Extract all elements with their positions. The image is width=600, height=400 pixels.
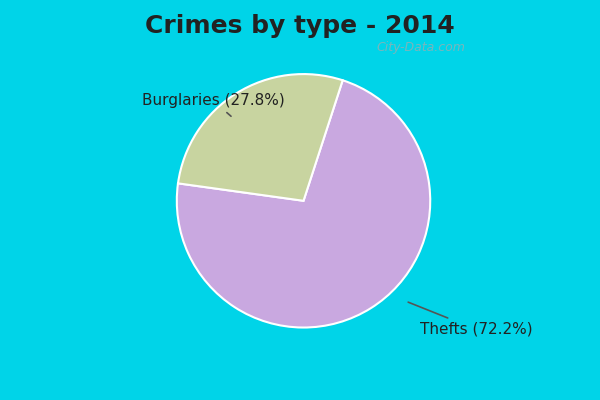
- Text: Burglaries (27.8%): Burglaries (27.8%): [142, 93, 284, 116]
- Text: City-Data.com: City-Data.com: [377, 41, 466, 54]
- Wedge shape: [178, 74, 343, 201]
- Wedge shape: [177, 80, 430, 328]
- Text: Crimes by type - 2014: Crimes by type - 2014: [145, 14, 455, 38]
- Text: Thefts (72.2%): Thefts (72.2%): [408, 302, 532, 337]
